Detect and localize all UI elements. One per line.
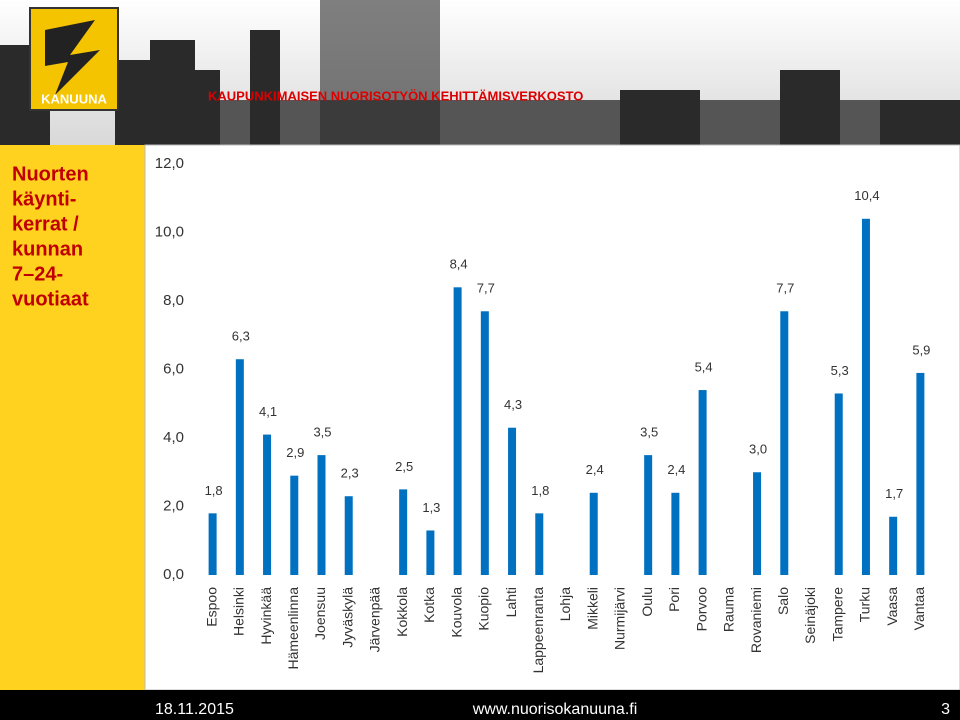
bar — [453, 287, 462, 575]
value-label: 1,7 — [885, 486, 903, 501]
bar — [671, 492, 680, 575]
x-tick-label: Espoo — [203, 587, 219, 627]
value-label: 7,7 — [477, 281, 495, 296]
x-tick-label: Kotka — [421, 587, 437, 623]
bar — [317, 455, 326, 575]
sidebar-title-line: vuotiaat — [12, 288, 89, 310]
footer-url: www.nuorisokanuuna.fi — [472, 701, 638, 718]
x-tick-label: Rauma — [721, 587, 737, 632]
bar — [235, 359, 244, 575]
bar — [344, 496, 353, 575]
x-tick-label: Jyväskylä — [339, 587, 355, 648]
bar — [644, 455, 653, 575]
value-label: 3,5 — [640, 425, 658, 440]
value-label: 2,4 — [667, 462, 685, 477]
value-label: 2,4 — [586, 462, 604, 477]
value-label: 1,3 — [422, 500, 440, 515]
x-tick-label: Turku — [857, 587, 873, 622]
x-tick-label: Kuopio — [476, 587, 492, 631]
bar — [263, 434, 272, 575]
y-tick-label: 10,0 — [155, 223, 184, 240]
x-tick-label: Mikkeli — [584, 587, 600, 630]
value-label: 4,3 — [504, 397, 522, 412]
x-tick-label: Salo — [775, 587, 791, 615]
x-tick-label: Kouvola — [448, 587, 464, 638]
x-tick-label: Lappeenranta — [530, 587, 546, 674]
footer-bar — [0, 690, 960, 720]
sidebar-title-line: käynti- — [12, 188, 76, 210]
bar — [480, 311, 489, 575]
bar — [290, 475, 299, 575]
x-tick-label: Kokkola — [394, 587, 410, 637]
sidebar-title-line: 7–24- — [12, 263, 63, 285]
value-label: 8,4 — [450, 257, 468, 272]
footer-date: 18.11.2015 — [155, 701, 234, 718]
bar — [508, 427, 517, 575]
sidebar-title-line: kunnan — [12, 238, 83, 260]
x-tick-label: Joensuu — [312, 587, 328, 640]
value-label: 1,8 — [531, 483, 549, 498]
bar — [861, 218, 870, 576]
y-tick-label: 8,0 — [163, 292, 184, 309]
y-tick-label: 4,0 — [163, 429, 184, 446]
bar — [535, 513, 544, 575]
x-tick-label: Järvenpää — [367, 587, 383, 653]
value-label: 10,4 — [854, 188, 879, 203]
y-tick-label: 12,0 — [155, 155, 184, 172]
x-tick-label: Vaasa — [884, 587, 900, 626]
value-label: 2,9 — [286, 445, 304, 460]
x-tick-label: Helsinki — [231, 587, 247, 636]
bar — [753, 472, 762, 575]
bar — [889, 516, 898, 575]
bar — [916, 372, 925, 575]
bar — [589, 492, 598, 575]
value-label: 7,7 — [776, 281, 794, 296]
bar — [399, 489, 408, 575]
bar — [834, 393, 843, 575]
bar — [208, 513, 217, 575]
value-label: 3,5 — [313, 425, 331, 440]
x-tick-label: Hämeenlinna — [285, 587, 301, 670]
x-tick-label: Rovaniemi — [748, 587, 764, 653]
value-label: 3,0 — [749, 442, 767, 457]
x-tick-label: Porvoo — [693, 587, 709, 632]
bar — [698, 390, 707, 575]
x-tick-label: Vantaa — [911, 587, 927, 631]
y-tick-label: 0,0 — [163, 566, 184, 583]
value-label: 5,9 — [912, 342, 930, 357]
chart-area — [144, 144, 960, 691]
value-label: 6,3 — [232, 329, 250, 344]
skyline — [0, 0, 960, 145]
x-tick-label: Hyvinkää — [258, 587, 274, 645]
logo-text: KANUUNA — [41, 91, 107, 106]
value-label: 5,4 — [695, 359, 713, 374]
x-tick-label: Lohja — [557, 587, 573, 621]
value-label: 2,5 — [395, 459, 413, 474]
x-tick-label: Lahti — [503, 587, 519, 617]
sidebar-title: Nuorten käynti-kerrat / kunnan 7–24- vuotiaa… — [12, 163, 89, 310]
y-tick-label: 2,0 — [163, 497, 184, 514]
value-label: 1,8 — [205, 483, 223, 498]
sidebar-title-line: Nuorten — [12, 163, 89, 185]
value-label: 4,1 — [259, 404, 277, 419]
value-label: 2,3 — [341, 466, 359, 481]
x-tick-label: Pori — [666, 587, 682, 612]
x-tick-label: Seinäjoki — [802, 587, 818, 644]
logo-icon — [45, 20, 100, 95]
bar — [426, 530, 435, 575]
network-name: KAUPUNKIMAISEN NUORISOTYÖN KEHITTÄMISVER… — [208, 88, 583, 103]
sidebar-title-line: kerrat / — [12, 213, 79, 235]
value-label: 5,3 — [831, 363, 849, 378]
y-tick-label: 6,0 — [163, 360, 184, 377]
bar — [780, 311, 789, 575]
x-tick-label: Tampere — [829, 587, 845, 642]
sidebar — [0, 145, 145, 690]
x-tick-label: Nurmijärvi — [612, 587, 628, 650]
x-tick-label: Oulu — [639, 587, 655, 617]
page-number: 3 — [941, 701, 950, 718]
